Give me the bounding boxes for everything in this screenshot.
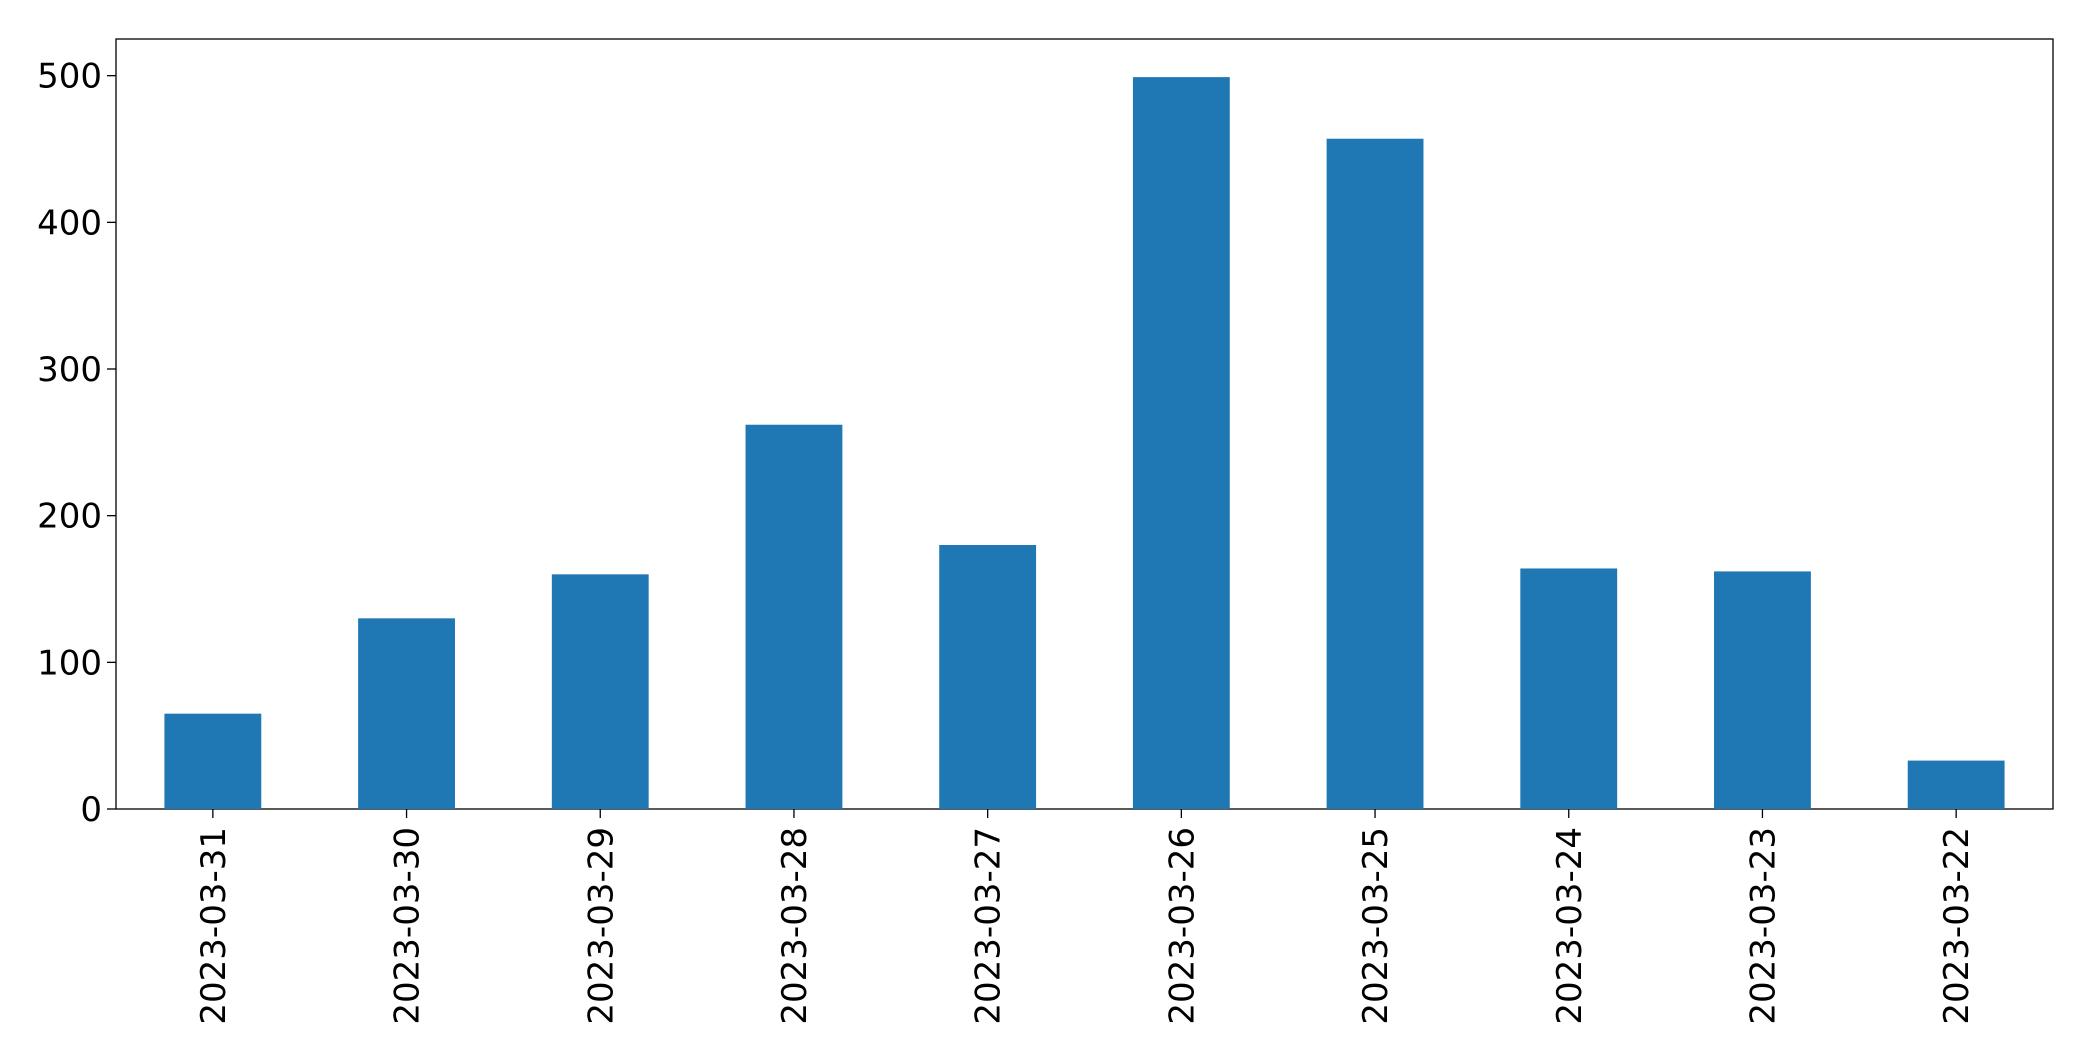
x-tick-label: 2023-03-23 [1743,827,1783,1025]
bar [1714,571,1811,809]
bar [358,618,455,809]
y-tick-label: 500 [37,57,102,97]
x-tick-label: 2023-03-28 [775,827,815,1025]
bar [1132,77,1230,810]
bar [1326,138,1424,809]
y-tick-label: 300 [37,350,102,390]
y-tick-label: 400 [37,203,102,243]
x-tick-label: 2023-03-26 [1162,827,1202,1025]
axes-frame [115,38,2054,810]
bar [939,545,1037,809]
x-tick-label: 2023-03-29 [581,827,621,1025]
x-tick-label: 2023-03-24 [1550,827,1590,1025]
x-tick-label: 2023-03-25 [1356,827,1396,1025]
bar [164,713,262,809]
y-tick-label: 100 [37,643,102,683]
x-tick-label: 2023-03-22 [1937,827,1977,1025]
bar [1907,760,2005,809]
bar [745,424,843,809]
bar [551,574,649,809]
x-tick-label: 2023-03-31 [194,827,234,1025]
x-tick-label: 2023-03-27 [969,827,1009,1025]
y-tick-label: 0 [80,790,102,830]
y-tick-label: 200 [37,497,102,537]
bar [1520,568,1618,809]
x-tick-label: 2023-03-30 [388,827,428,1025]
